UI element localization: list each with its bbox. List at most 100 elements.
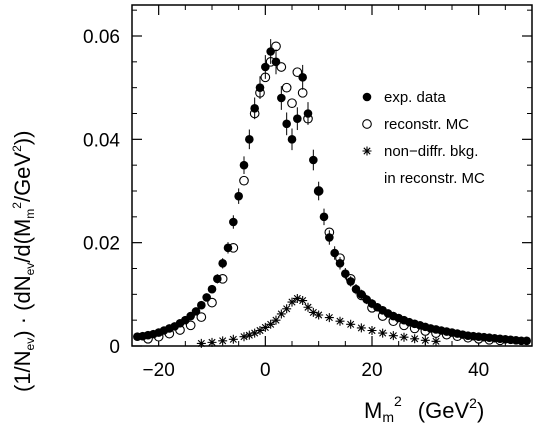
data-point [399,332,409,342]
y-label-part4-sup: 2 [10,145,24,152]
x-label-sub: m [382,409,394,425]
data-point [244,330,254,340]
data-point [245,135,254,144]
y-label-part2-sub: ev [23,263,37,276]
data-point [308,307,318,317]
data-point [314,186,323,196]
data-point [255,83,265,92]
y-axis-label: (1/Nev) · (dNev/d(Mm2/GeV2)) [10,131,37,392]
data-point [378,328,388,338]
data-point [266,319,276,329]
data-point [271,315,281,325]
y-label-part5: )) [10,131,35,146]
data-point [276,309,286,319]
data-point [239,175,249,186]
data-point [346,277,355,286]
data-point [282,119,291,129]
data-point [292,293,302,303]
x-tick-label: 0 [260,360,271,381]
legend-label: in reconstr. MC [384,170,485,187]
x-axis-ticks: −20 0 20 40 [131,5,533,381]
data-point [207,284,217,294]
plot-frame [131,4,533,347]
y-label-part3-sub: m [23,209,37,219]
data-point [213,274,222,284]
data-point [277,93,286,103]
legend-label: reconstr. MC [384,116,469,133]
data-point [185,320,196,331]
data-point [324,313,334,323]
data-point [239,332,249,342]
data-point [207,297,217,308]
data-point [261,62,270,72]
data-point [351,284,361,294]
data-point [223,243,233,253]
legend-label: exp. data [384,89,446,106]
y-tick-label: 0 [109,337,120,358]
data-point [287,297,297,307]
x-axis-label: Mm2 (GeV2) [364,393,484,425]
x-label-unit: (GeV [418,398,470,423]
legend: exp. data reconstr. MC non−diffr. bkg. in r… [362,89,485,187]
y-tick-label: 0.06 [83,27,120,48]
data-point [266,47,275,56]
series-star [196,293,441,348]
legend-label: non−diffr. bkg. [384,143,478,160]
y-tick-label: 0.04 [83,130,120,151]
series-open-circle [143,41,505,346]
y-label-part1: (1/N [10,350,35,392]
y-axis-ticks: 0 0.02 0.04 0.06 [83,9,532,358]
data-point [191,307,201,316]
data-point [281,82,292,93]
data-point [335,316,345,326]
data-point [303,302,313,312]
series-filled-circle [133,39,531,346]
data-point [287,135,297,144]
data-point [410,334,420,344]
data-layer [133,39,531,348]
data-point [319,212,329,222]
x-tick-label: −20 [143,360,175,381]
x-label-unit-close: ) [477,398,484,423]
y-label-part3-sup: 2 [10,202,24,209]
data-point [196,338,206,348]
data-point [335,259,345,268]
data-point [303,109,313,118]
data-point [218,336,228,346]
data-point [309,155,318,165]
data-point [388,331,398,341]
y-label-part4: /GeV [10,152,35,202]
data-point [297,87,308,98]
data-point [298,296,308,306]
data-point [367,326,377,335]
data-point [292,67,303,78]
x-tick-label: 40 [468,360,489,381]
legend-marker [362,92,372,102]
y-label-part1-sub: ev [23,338,37,351]
x-label-unit-sup: 2 [469,395,477,411]
data-point [207,337,217,347]
data-point [260,322,270,332]
data-point [202,293,211,302]
data-point [330,248,339,258]
y-tick-label: 0.02 [83,234,120,255]
data-point [431,336,441,346]
data-point [287,98,297,109]
data-point [239,160,249,170]
data-point [293,114,302,123]
y-label-part3: /d(M [10,219,35,263]
legend-marker [362,119,372,129]
x-label-sup: 2 [394,393,402,409]
data-point [298,73,307,82]
data-point [250,328,260,338]
data-point [357,290,366,299]
data-point [196,312,207,322]
data-point [276,62,287,72]
data-point [325,233,334,242]
data-point [341,269,350,278]
data-point [522,336,531,346]
data-point [229,217,238,227]
data-point [314,310,324,320]
y-label-part2: ) · (dN [10,275,35,337]
